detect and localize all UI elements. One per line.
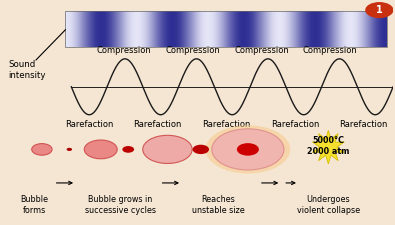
- Circle shape: [193, 145, 209, 154]
- Text: Rarefaction: Rarefaction: [271, 120, 319, 129]
- Text: Reaches
unstable size: Reaches unstable size: [192, 195, 245, 215]
- Text: 5000°C
2000 atm: 5000°C 2000 atm: [307, 136, 350, 156]
- Text: Rarefaction: Rarefaction: [339, 120, 388, 129]
- Text: Rarefaction: Rarefaction: [134, 120, 182, 129]
- Text: Rarefaction: Rarefaction: [202, 120, 250, 129]
- Text: Bubble grows in
successive cycles: Bubble grows in successive cycles: [85, 195, 156, 215]
- Text: Bubble
forms: Bubble forms: [20, 195, 48, 215]
- Circle shape: [212, 129, 284, 170]
- Text: 1: 1: [376, 5, 383, 15]
- Circle shape: [32, 144, 52, 155]
- Circle shape: [67, 148, 72, 151]
- Text: Sound
intensity: Sound intensity: [9, 60, 46, 80]
- Text: Compression: Compression: [166, 46, 220, 55]
- Circle shape: [84, 140, 117, 159]
- Circle shape: [122, 146, 134, 153]
- Text: Compression: Compression: [303, 46, 357, 55]
- Circle shape: [205, 125, 290, 173]
- Polygon shape: [312, 130, 344, 164]
- Text: Compression: Compression: [97, 46, 152, 55]
- Circle shape: [143, 135, 192, 164]
- Text: Compression: Compression: [234, 46, 289, 55]
- Text: Undergoes
violent collapse: Undergoes violent collapse: [297, 195, 360, 215]
- Text: Rarefaction: Rarefaction: [65, 120, 113, 129]
- Circle shape: [237, 143, 259, 156]
- Circle shape: [365, 2, 393, 18]
